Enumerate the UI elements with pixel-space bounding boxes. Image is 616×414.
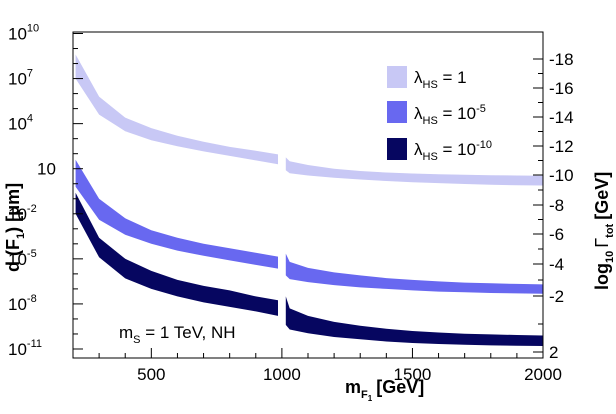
legend-label-2: λHS = 10-5: [414, 103, 486, 127]
legend-swatch-2: [387, 101, 407, 123]
y-tick-label: 10-11: [8, 338, 42, 359]
x-tick-label: 500: [137, 365, 165, 384]
right-axis-title: log10Γtot[GeV]: [592, 172, 616, 290]
y-tick-label: 10: [37, 160, 56, 179]
y-tick-label: 1010: [8, 23, 39, 44]
legend-label-1: λHS = 1: [414, 68, 467, 91]
legend-entry-2: λHS = 10-5: [387, 101, 486, 127]
band-series-3-segment-1: [75, 192, 278, 316]
x-tick-label: 2000: [524, 365, 562, 384]
band-series-2-segment-1: [75, 159, 278, 269]
right-tick-label: -8: [549, 196, 564, 215]
x-tick-label: 1500: [394, 365, 432, 384]
right-tick-label: -16: [549, 79, 574, 98]
y-tick-label: 10-2: [8, 203, 37, 224]
x-tick-label: 1000: [263, 365, 301, 384]
legend-entry-3: λHS = 10-10: [387, 138, 492, 163]
legend-swatch-3: [387, 138, 407, 160]
right-tick-label: -6: [549, 225, 564, 244]
right-axis-ticks: -18 -16 -14 -12 -10 -8 -6 -4 -2 2: [533, 50, 574, 362]
right-tick-label: -2: [549, 287, 564, 306]
right-tick-label: -14: [549, 108, 574, 127]
legend: λHS = 1 λHS = 10-5 λHS = 10-10: [387, 66, 492, 163]
right-tick-label: -4: [549, 255, 564, 274]
legend-label-3: λHS = 10-10: [414, 139, 492, 163]
y-axis-title: d (F1) [μm]: [3, 183, 27, 272]
annotation: mS = 1 TeV, NH: [119, 323, 236, 346]
y-tick-label: 10-5: [8, 248, 37, 269]
right-tick-label: -10: [549, 166, 574, 185]
y-tick-label: 10-8: [8, 293, 37, 314]
x-ticks: 500 1000 1500 2000: [72, 348, 562, 384]
y-ticks: 10-11 10-8 10-5 10-2 10 104 107 1010: [8, 23, 83, 359]
bands: [75, 54, 543, 346]
legend-entry-1: λHS = 1: [387, 66, 467, 91]
x-axis-title: mF1[GeV]: [345, 377, 424, 403]
y-tick-label: 107: [8, 68, 33, 89]
right-tick-label: -18: [549, 50, 574, 69]
band-series-1-segment-2: [285, 157, 543, 186]
band-series-3-segment-2: [285, 296, 543, 346]
right-tick-label: 2: [549, 343, 558, 362]
right-tick-label: -12: [549, 137, 574, 156]
y-tick-label: 104: [8, 113, 33, 134]
legend-swatch-1: [387, 66, 407, 88]
band-series-2-segment-2: [285, 253, 543, 294]
band-series-1-segment-1: [75, 54, 278, 165]
